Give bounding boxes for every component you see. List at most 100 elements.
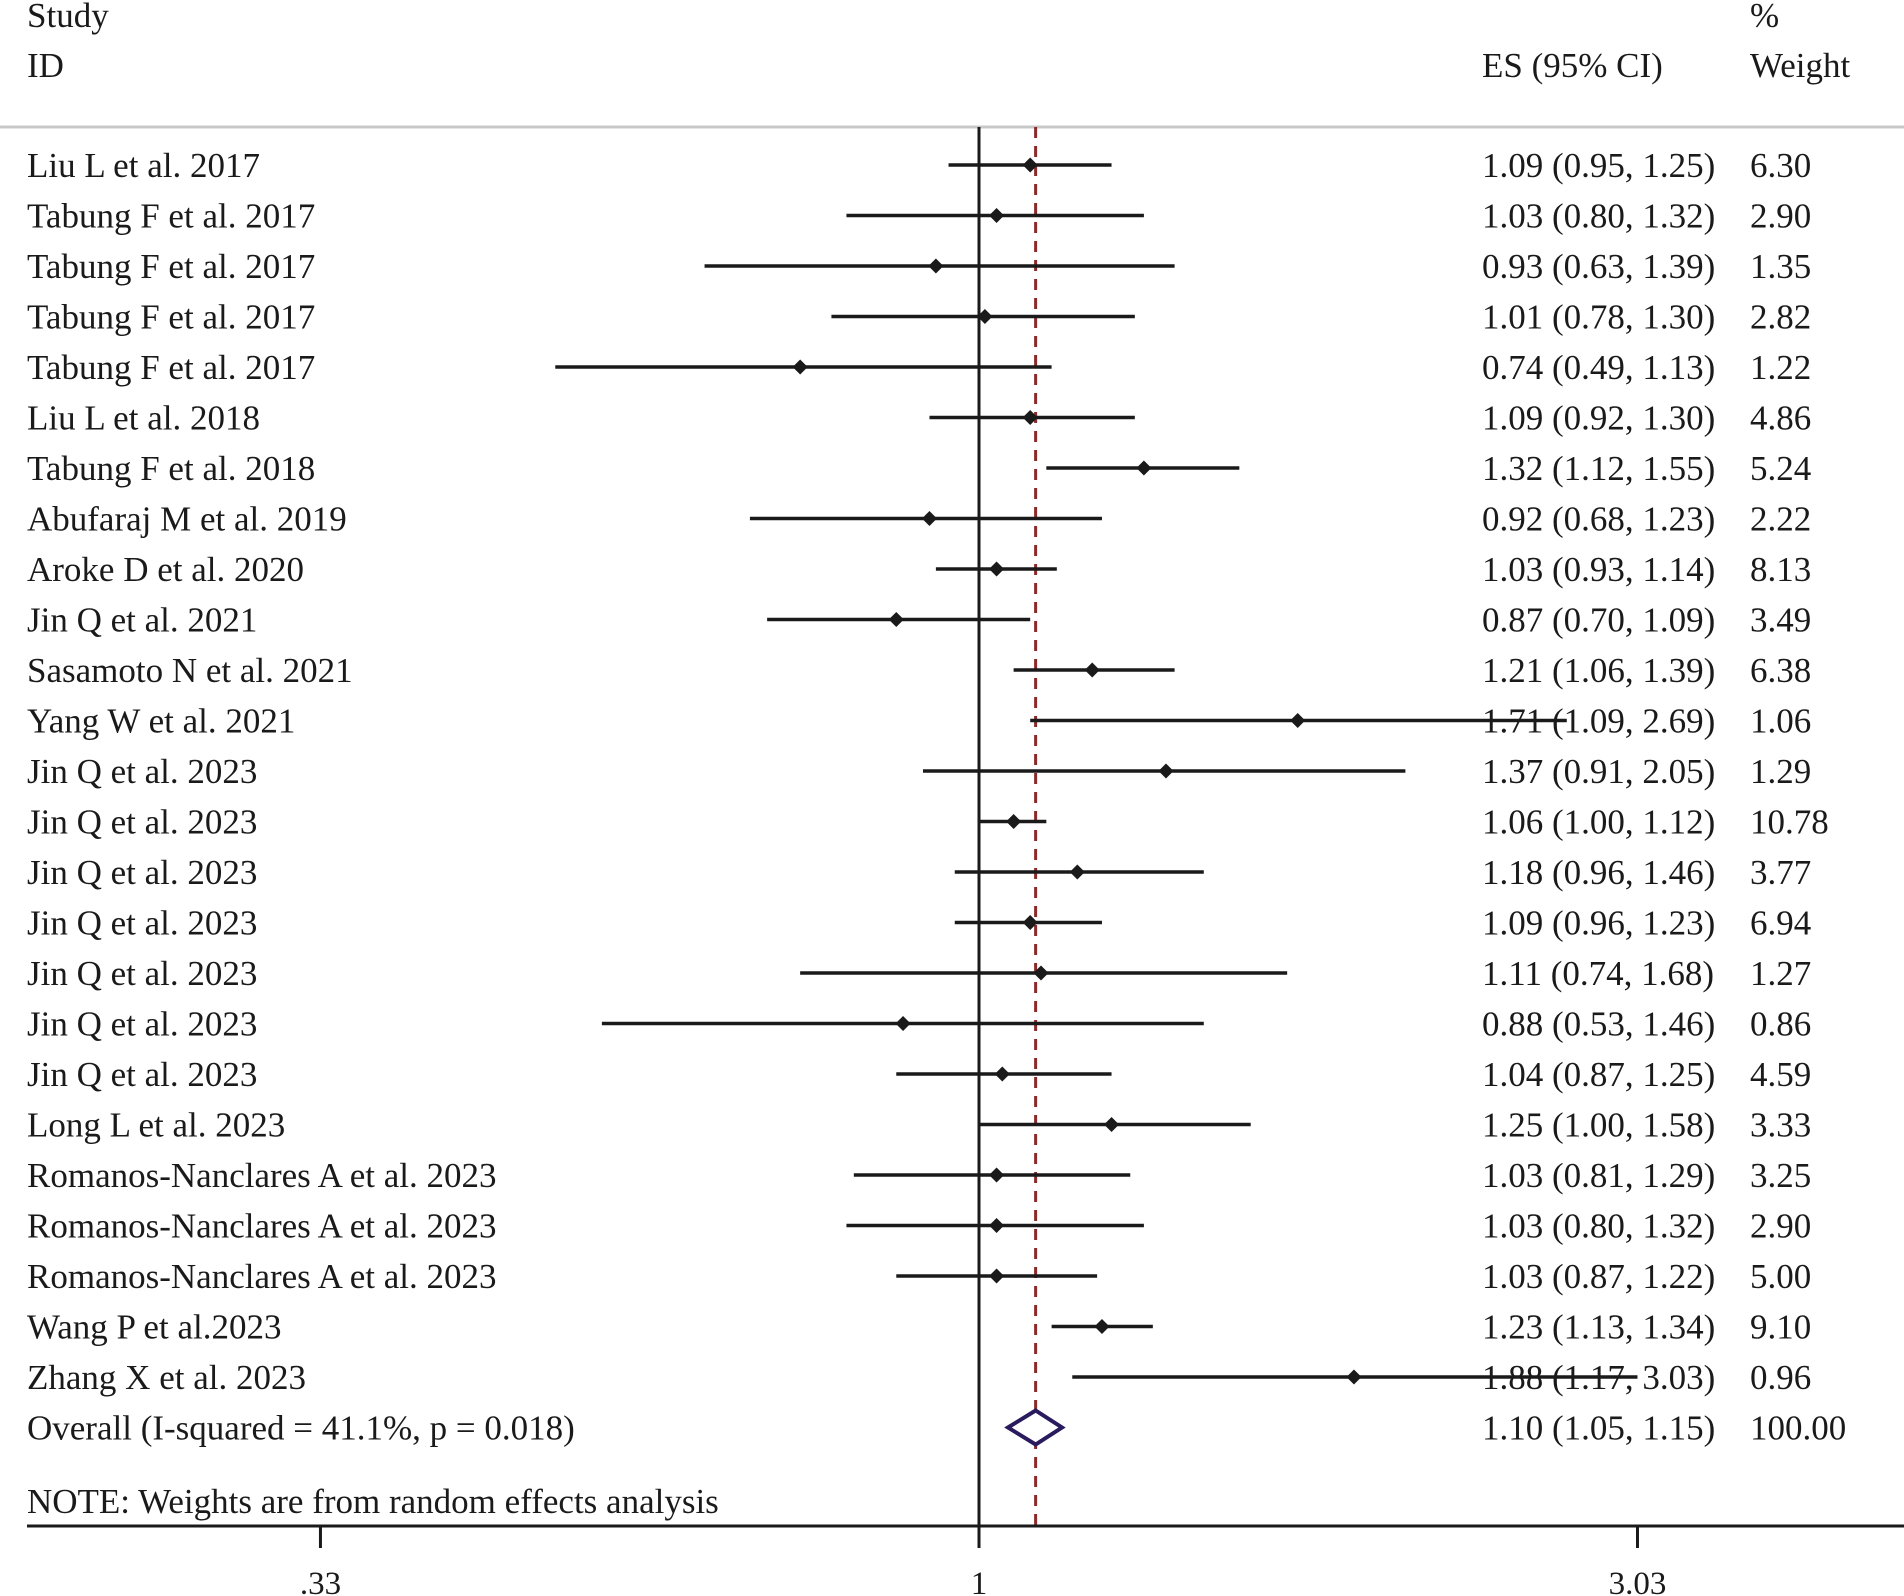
es-ci-value: 1.88 (1.17, 3.03) (1482, 1358, 1715, 1397)
study-label: Liu L et al. 2017 (27, 146, 260, 185)
weight-value: 10.78 (1750, 803, 1829, 842)
header-weight: Weight (1750, 46, 1850, 85)
es-ci-value: 1.03 (0.81, 1.29) (1482, 1156, 1715, 1195)
point-estimate (989, 1218, 1005, 1233)
es-ci-value: 1.18 (0.96, 1.46) (1482, 853, 1715, 892)
weight-value: 4.86 (1750, 399, 1811, 438)
study-label: Jin Q et al. 2023 (27, 853, 257, 892)
point-estimate (792, 359, 808, 375)
note-text: NOTE: Weights are from random effects an… (27, 1482, 719, 1521)
header-id: ID (27, 46, 64, 85)
weight-value: 1.29 (1750, 752, 1811, 791)
study-label: Yang W et al. 2021 (27, 702, 295, 741)
weight-value: 2.22 (1750, 500, 1811, 539)
point-estimate (1104, 1117, 1120, 1132)
es-ci-value: 1.11 (0.74, 1.68) (1482, 954, 1714, 993)
header-es: ES (95% CI) (1482, 46, 1663, 85)
weight-value: 8.13 (1750, 550, 1811, 589)
weight-value: 6.38 (1750, 651, 1811, 690)
point-estimate (895, 1016, 911, 1031)
es-ci-value: 1.37 (0.91, 2.05) (1482, 752, 1715, 791)
study-label: Wang P et al.2023 (27, 1308, 281, 1347)
point-estimate (1069, 864, 1085, 880)
weight-value: 9.10 (1750, 1308, 1811, 1347)
es-ci-value: 1.23 (1.13, 1.34) (1482, 1308, 1715, 1347)
es-ci-value: 0.88 (0.53, 1.46) (1482, 1005, 1715, 1044)
point-estimate (1136, 460, 1152, 476)
study-label: Jin Q et al. 2023 (27, 1005, 257, 1044)
study-label: Romanos-Nanclares A et al. 2023 (27, 1207, 496, 1246)
weight-value: 2.82 (1750, 298, 1811, 337)
overall-diamond (1004, 1408, 1066, 1447)
point-estimate (1084, 662, 1100, 678)
es-ci-value: 0.93 (0.63, 1.39) (1482, 247, 1715, 286)
study-label: Romanos-Nanclares A et al. 2023 (27, 1156, 496, 1195)
point-estimate (977, 309, 993, 324)
weight-value: 3.25 (1750, 1156, 1811, 1195)
point-estimate (1022, 410, 1038, 425)
weight-value: 5.24 (1750, 449, 1811, 488)
point-estimate (888, 612, 904, 627)
point-estimate (1290, 713, 1306, 728)
point-estimate (1158, 763, 1174, 779)
study-label: Jin Q et al. 2023 (27, 904, 257, 943)
overall-es-value: 1.10 (1.05, 1.15) (1482, 1409, 1715, 1448)
weight-value: 2.90 (1750, 197, 1811, 236)
study-label: Tabung F et al. 2018 (27, 449, 315, 488)
es-ci-value: 1.25 (1.00, 1.58) (1482, 1106, 1715, 1145)
weight-value: 0.86 (1750, 1005, 1811, 1044)
es-ci-value: 1.71 (1.09, 2.69) (1482, 702, 1715, 741)
study-label: Jin Q et al. 2023 (27, 803, 257, 842)
study-label: Jin Q et al. 2023 (27, 752, 257, 791)
weight-value: 3.49 (1750, 601, 1811, 640)
overall-label: Overall (I-squared = 41.1%, p = 0.018) (27, 1409, 575, 1448)
es-ci-value: 1.03 (0.93, 1.14) (1482, 550, 1715, 589)
weight-value: 3.77 (1750, 853, 1811, 892)
point-estimate (1033, 965, 1049, 981)
x-tick-label: 1 (971, 1566, 988, 1596)
study-label: Zhang X et al. 2023 (27, 1358, 306, 1397)
study-label: Tabung F et al. 2017 (27, 197, 315, 236)
weight-value: 3.33 (1750, 1106, 1811, 1145)
weight-value: 6.94 (1750, 904, 1811, 943)
es-ci-value: 0.74 (0.49, 1.13) (1482, 348, 1715, 387)
study-label: Jin Q et al. 2021 (27, 601, 257, 640)
study-label: Jin Q et al. 2023 (27, 954, 257, 993)
es-ci-value: 1.03 (0.80, 1.32) (1482, 197, 1715, 236)
point-estimate (989, 1268, 1005, 1284)
study-label: Abufaraj M et al. 2019 (27, 500, 347, 539)
study-label: Tabung F et al. 2017 (27, 247, 315, 286)
weight-value: 1.27 (1750, 954, 1811, 993)
x-tick-label: 3.03 (1609, 1566, 1667, 1596)
es-ci-value: 0.92 (0.68, 1.23) (1482, 500, 1715, 539)
es-ci-value: 1.01 (0.78, 1.30) (1482, 298, 1715, 337)
overall-weight-value: 100.00 (1750, 1409, 1846, 1448)
study-label: Jin Q et al. 2023 (27, 1055, 257, 1094)
study-label: Tabung F et al. 2017 (27, 298, 315, 337)
weight-value: 4.59 (1750, 1055, 1811, 1094)
study-label: Long L et al. 2023 (27, 1106, 285, 1145)
es-ci-value: 1.03 (0.80, 1.32) (1482, 1207, 1715, 1246)
es-ci-value: 1.09 (0.96, 1.23) (1482, 904, 1715, 943)
weight-value: 1.35 (1750, 247, 1811, 286)
weight-value: 5.00 (1750, 1257, 1811, 1296)
weight-value: 6.30 (1750, 146, 1811, 185)
header-percent: % (1750, 0, 1779, 35)
point-estimate (1022, 157, 1038, 173)
point-estimate (1006, 814, 1022, 829)
study-label: Aroke D et al. 2020 (27, 550, 304, 589)
study-label: Romanos-Nanclares A et al. 2023 (27, 1257, 496, 1296)
es-ci-value: 1.09 (0.95, 1.25) (1482, 146, 1715, 185)
point-estimate (1346, 1369, 1362, 1385)
study-label: Liu L et al. 2018 (27, 399, 260, 438)
point-estimate (989, 1167, 1005, 1183)
point-estimate (994, 1066, 1010, 1082)
es-ci-value: 1.04 (0.87, 1.25) (1482, 1055, 1715, 1094)
study-label: Sasamoto N et al. 2021 (27, 651, 353, 690)
study-label: Tabung F et al. 2017 (27, 348, 315, 387)
es-ci-value: 0.87 (0.70, 1.09) (1482, 601, 1715, 640)
point-estimate (1022, 915, 1038, 930)
point-estimate (921, 511, 937, 526)
weight-value: 2.90 (1750, 1207, 1811, 1246)
